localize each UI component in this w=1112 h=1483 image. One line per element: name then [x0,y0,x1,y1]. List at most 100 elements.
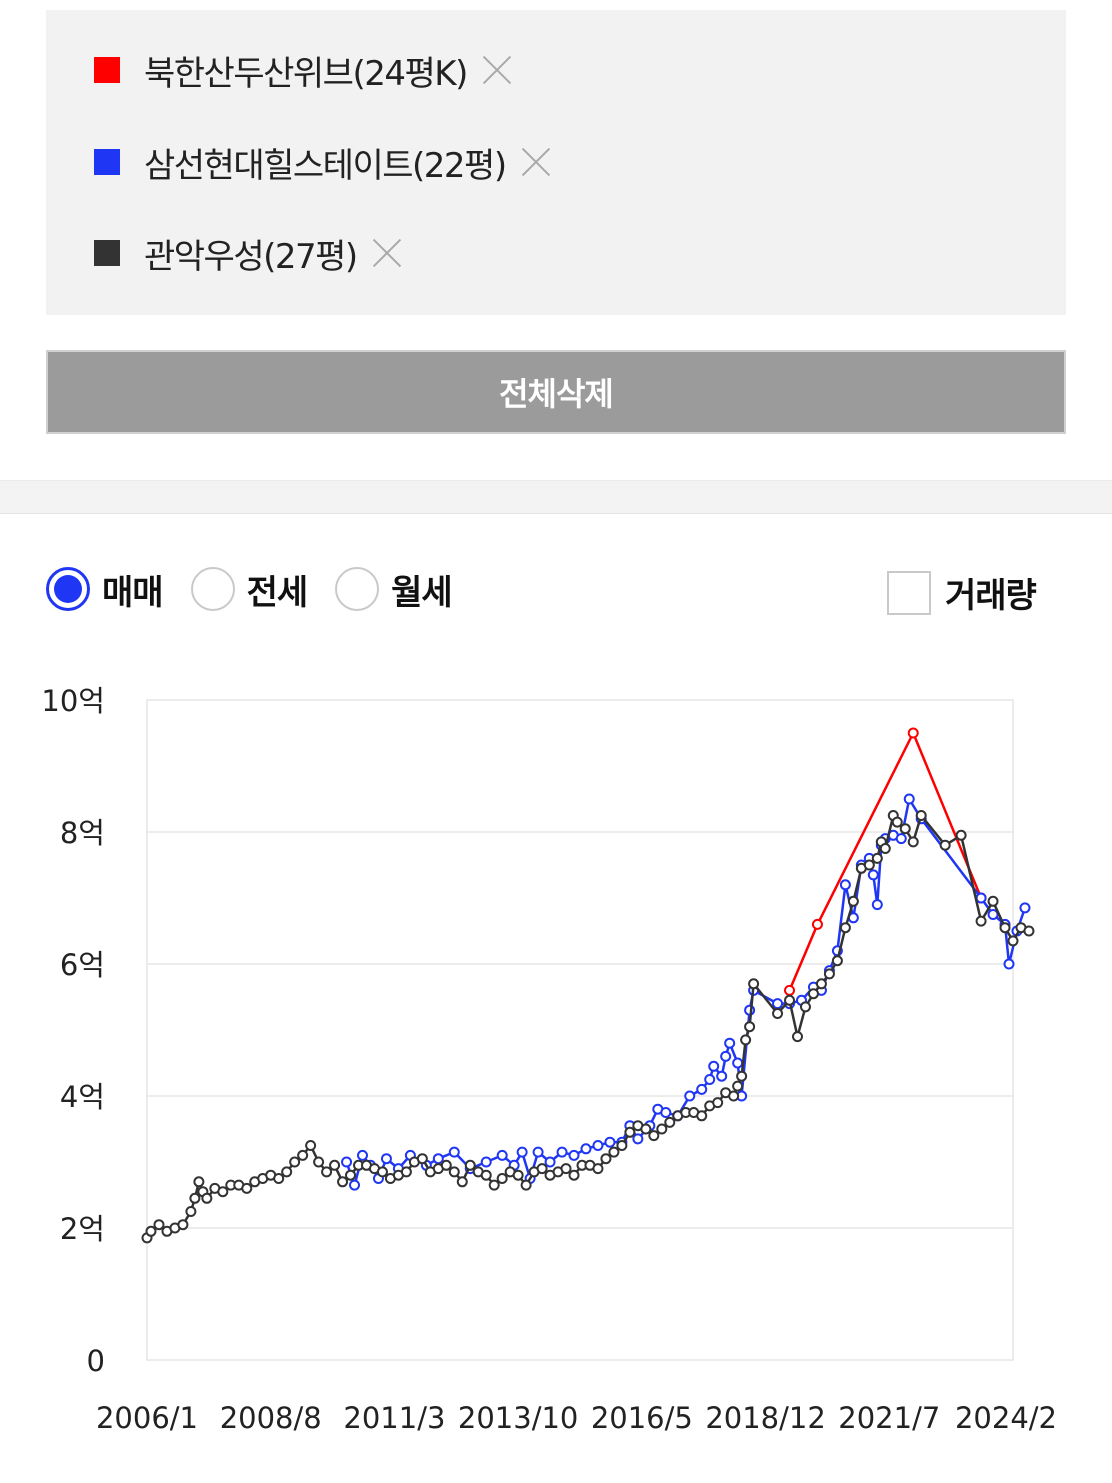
data-point [899,823,911,835]
data-point [696,1083,708,1095]
trade-volume-toggle[interactable]: 거래량 [887,568,1037,617]
data-point [512,1169,524,1181]
data-point [289,1156,301,1168]
data-point [815,978,827,990]
data-point [305,1140,317,1151]
data-point [297,1149,309,1161]
delete-all-button[interactable]: 전체삭제 [46,350,1066,434]
trade-type-option-sale[interactable]: 매매 [46,565,164,614]
data-point [907,836,919,848]
data-point [153,1219,165,1231]
data-point [357,1149,369,1161]
data-point [847,895,859,907]
data-point [568,1169,580,1181]
data-point [380,1153,392,1165]
data-point [772,1008,784,1019]
trade-type-selector: 매매 전세 월세 [46,565,480,614]
data-point [915,810,927,821]
section-divider [0,480,1112,514]
data-point [520,1179,532,1191]
data-point [791,1031,803,1043]
series-color-swatch [94,240,120,266]
compare-item: 관악우성(27평) [94,231,405,277]
data-point [544,1156,556,1168]
data-point [480,1156,492,1168]
data-point [1007,935,1019,947]
data-point [975,892,987,904]
close-icon[interactable] [479,52,515,88]
data-point [903,793,915,805]
data-point [784,994,796,1006]
series-line [345,797,1027,1187]
y-tick-label: 2억 [60,1212,105,1246]
series-line [788,731,983,991]
x-tick-label: 2011/3 [343,1401,445,1435]
trade-type-option-jeonse[interactable]: 전세 [190,565,308,614]
data-point [145,1225,157,1237]
data-point [871,852,883,864]
compare-item-label: 관악우성(27평) [144,236,358,277]
compare-item-label: 북한산두산위브(24평K) [144,53,468,94]
series [784,727,987,996]
data-point [740,1034,752,1046]
data-point [716,1070,728,1082]
data-point [748,978,760,990]
plot-area-frame [146,699,1014,1361]
data-point [955,829,967,841]
trade-volume-label: 거래량 [945,576,1037,616]
data-point [592,1163,604,1175]
radio-label: 월세 [391,572,453,613]
data-point [241,1182,253,1194]
data-point [728,1090,740,1102]
data-point [568,1149,580,1161]
data-point [580,1143,592,1155]
data-point [448,1146,460,1158]
data-point [496,1173,508,1184]
x-tick-label: 2008/8 [220,1401,322,1435]
y-tick-label: 6억 [60,948,105,982]
data-point [329,1159,341,1171]
radio-button[interactable] [335,567,380,611]
data-point [600,1153,612,1165]
data-point [724,1037,736,1049]
x-tick-label: 2006/1 [96,1401,198,1435]
price-chart: 0 2억 4억 6억 8억 10억 2006/1 2008/8 2011/3 2013/10 20… [41,684,1057,1435]
data-point [640,1123,652,1135]
x-tick-label: 2018/12 [705,1401,825,1435]
data-point [376,1166,388,1178]
data-point [807,988,819,1000]
data-point [664,1116,676,1128]
data-point [839,922,851,934]
data-point [560,1163,572,1175]
close-icon[interactable] [369,235,405,271]
data-point [516,1146,528,1158]
x-tick-label: 2021/7 [838,1401,940,1435]
data-point [784,984,796,996]
close-icon[interactable] [518,144,554,180]
compare-list: 북한산두산위브(24평K) 삼선현대힐스테이트(22평) 관악우성(27평) [46,10,1066,315]
data-point [608,1146,620,1158]
data-point [456,1176,468,1188]
data-point [839,879,851,891]
x-tick-label: 2024/2 [955,1401,1057,1435]
data-point [480,1169,492,1181]
radio-button[interactable] [46,567,90,611]
data-point [732,1057,744,1069]
data-point [496,1149,508,1161]
radio-button[interactable] [190,567,235,611]
trade-volume-checkbox[interactable] [887,570,931,615]
trade-type-option-monthly-rent[interactable]: 월세 [335,565,453,614]
data-point [536,1163,548,1175]
data-point [632,1133,644,1145]
data-point [907,727,919,739]
data-point [704,1074,716,1085]
y-tick-label: 0 [87,1344,105,1378]
data-point [939,839,951,851]
data-point [273,1173,285,1184]
data-point [177,1219,189,1231]
data-point [656,1123,668,1135]
data-point [736,1070,748,1082]
data-point [556,1146,568,1158]
data-point [1003,958,1015,970]
data-point [345,1169,357,1181]
